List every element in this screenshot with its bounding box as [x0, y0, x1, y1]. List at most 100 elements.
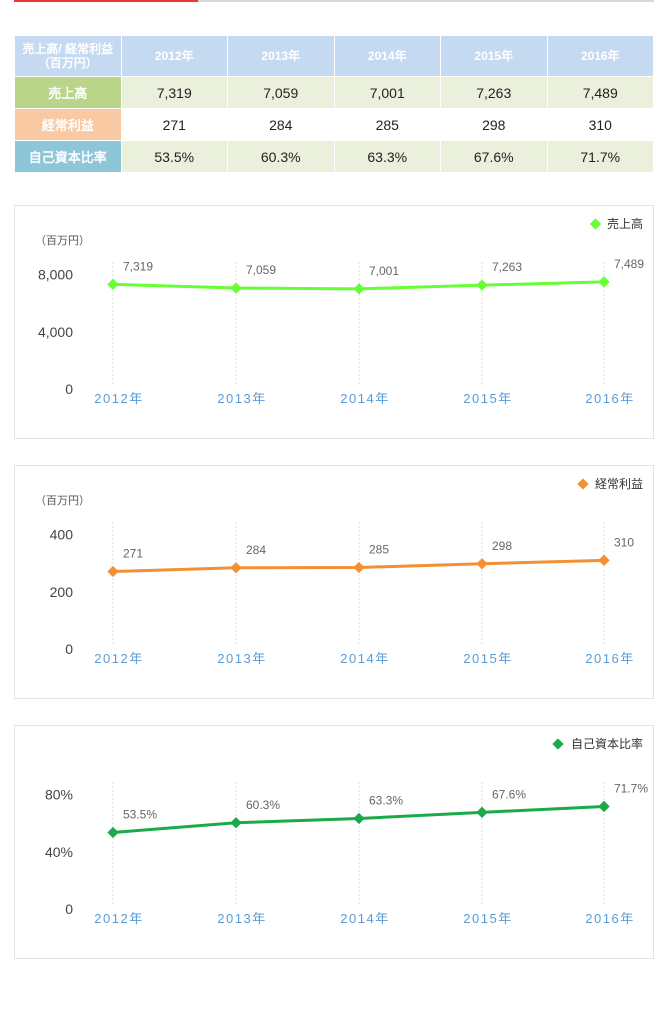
x-tick-label: 2012年 [94, 391, 143, 406]
table-cell: 7,263 [440, 76, 548, 109]
data-point [476, 806, 488, 818]
x-tick-label: 2015年 [463, 651, 512, 666]
table-cell: 7,001 [333, 76, 441, 109]
x-tick-label: 2015年 [463, 391, 512, 406]
data-point [476, 558, 488, 570]
y-tick-label: 8,000 [38, 267, 73, 283]
y-tick-label: 200 [50, 584, 74, 600]
data-point [230, 562, 242, 574]
x-tick-label: 2013年 [217, 911, 266, 926]
equity-ratio-line-chart: 自己資本比率 0 40% 80% 53.5% 60.3% 63.3% 67.6% 71.7% 20… [45, 736, 648, 926]
table-row-sales: 売上高 7,319 7,059 7,001 7,263 7,489 [14, 76, 654, 109]
data-label: 7,059 [246, 263, 276, 277]
data-point [476, 279, 488, 291]
profit-chart-panel: （百万円） 経常利益 0 200 400 271 284 285 298 310 2012年 2013… [14, 465, 654, 699]
data-point [230, 282, 242, 294]
x-tick-label: 2016年 [585, 911, 634, 926]
x-tick-label: 2013年 [217, 651, 266, 666]
x-tick-label: 2014年 [340, 391, 389, 406]
data-label: 71.7% [614, 781, 648, 795]
data-point [353, 283, 365, 295]
table-cell: 7,319 [120, 76, 228, 109]
table-cell: 284 [227, 108, 335, 141]
legend-marker [577, 478, 589, 490]
table-cell: 60.3% [227, 140, 335, 173]
x-tick-label: 2014年 [340, 911, 389, 926]
data-label: 7,489 [614, 257, 644, 271]
data-point [598, 276, 610, 288]
data-point [107, 565, 119, 578]
data-point [353, 812, 365, 825]
table-row-profit: 経常利益 271 284 285 298 310 [14, 108, 654, 141]
x-tick-label: 2016年 [585, 391, 634, 406]
data-label: 67.6% [492, 787, 526, 801]
data-label: 7,319 [123, 259, 153, 273]
row-label-sales: 売上高 [14, 76, 122, 109]
financial-summary-table: 売上高/ 経常利益 （百万円） 2012年 2013年 2014年 2015年 2… [14, 35, 654, 173]
table-header-year: 2014年 [333, 35, 441, 77]
data-label: 53.5% [123, 807, 157, 821]
y-tick-label: 40% [45, 844, 73, 860]
top-divider-accent [14, 0, 198, 2]
data-label: 285 [369, 542, 389, 556]
x-tick-label: 2013年 [217, 391, 266, 406]
x-tick-label: 2014年 [340, 651, 389, 666]
data-label: 7,001 [369, 264, 399, 278]
table-cell: 63.3% [333, 140, 441, 173]
y-tick-label: 0 [65, 641, 73, 657]
data-label: 63.3% [369, 793, 403, 807]
data-label: 7,263 [492, 260, 522, 274]
y-unit-label: （百万円） [35, 494, 90, 507]
table-cell: 310 [546, 108, 654, 141]
data-point [107, 826, 119, 839]
equity-ratio-chart-panel: 自己資本比率 0 40% 80% 53.5% 60.3% 63.3% 67.6% 71.7% 20… [14, 725, 654, 959]
data-point [598, 800, 610, 813]
y-tick-label: 0 [65, 381, 73, 397]
table-cell: 271 [120, 108, 228, 141]
y-tick-label: 400 [50, 527, 74, 543]
table-header-year: 2016年 [546, 35, 654, 77]
y-unit-label: （百万円） [35, 234, 90, 247]
legend-label: 経常利益 [595, 477, 643, 491]
table-cell: 7,489 [546, 76, 654, 109]
data-label: 60.3% [246, 798, 280, 812]
y-tick-label: 80% [45, 787, 73, 803]
legend-marker [589, 218, 602, 230]
data-point [230, 817, 242, 829]
legend-label: 売上高 [607, 216, 643, 231]
table-row-equity-ratio: 自己資本比率 53.5% 60.3% 63.3% 67.6% 71.7% [14, 140, 654, 173]
row-label-profit: 経常利益 [14, 108, 122, 141]
table-header-label: 売上高/ 経常利益 （百万円） [14, 35, 122, 77]
table-cell: 7,059 [227, 76, 335, 109]
y-tick-label: 4,000 [38, 324, 73, 340]
row-label-equity-ratio: 自己資本比率 [14, 140, 122, 173]
profit-line-chart: （百万円） 経常利益 0 200 400 271 284 285 298 310 2012年 2013… [35, 477, 643, 666]
table-header-label-line: 売上高/ 経常利益 [22, 42, 114, 56]
x-tick-label: 2012年 [94, 651, 143, 666]
legend-marker [552, 738, 564, 750]
table-cell: 67.6% [440, 140, 548, 173]
x-tick-label: 2016年 [585, 651, 634, 666]
data-label: 298 [492, 539, 512, 553]
data-label: 271 [123, 546, 143, 560]
data-point [598, 554, 610, 566]
table-header-label-line: （百万円） [37, 56, 98, 70]
data-label: 310 [614, 535, 634, 549]
data-point [107, 278, 119, 290]
y-tick-label: 0 [65, 901, 73, 917]
x-tick-label: 2012年 [94, 911, 143, 926]
data-point [353, 561, 365, 574]
x-tick-label: 2015年 [463, 911, 512, 926]
table-header-year: 2015年 [440, 35, 548, 77]
sales-line-chart: （百万円） 売上高 0 4,000 8,000 7,319 7,059 7,001 7,263 7… [35, 216, 644, 406]
table-cell: 71.7% [546, 140, 654, 173]
table-cell: 285 [333, 108, 441, 141]
legend-label: 自己資本比率 [571, 736, 643, 751]
sales-chart-panel: （百万円） 売上高 0 4,000 8,000 7,319 7,059 7,001 7,263 7… [14, 205, 654, 439]
table-header-year: 2012年 [120, 35, 228, 77]
table-header-year: 2013年 [227, 35, 335, 77]
table-cell: 298 [440, 108, 548, 141]
table-cell: 53.5% [120, 140, 228, 173]
table-header-row: 売上高/ 経常利益 （百万円） 2012年 2013年 2014年 2015年 2… [14, 35, 654, 77]
top-divider [14, 0, 654, 2]
